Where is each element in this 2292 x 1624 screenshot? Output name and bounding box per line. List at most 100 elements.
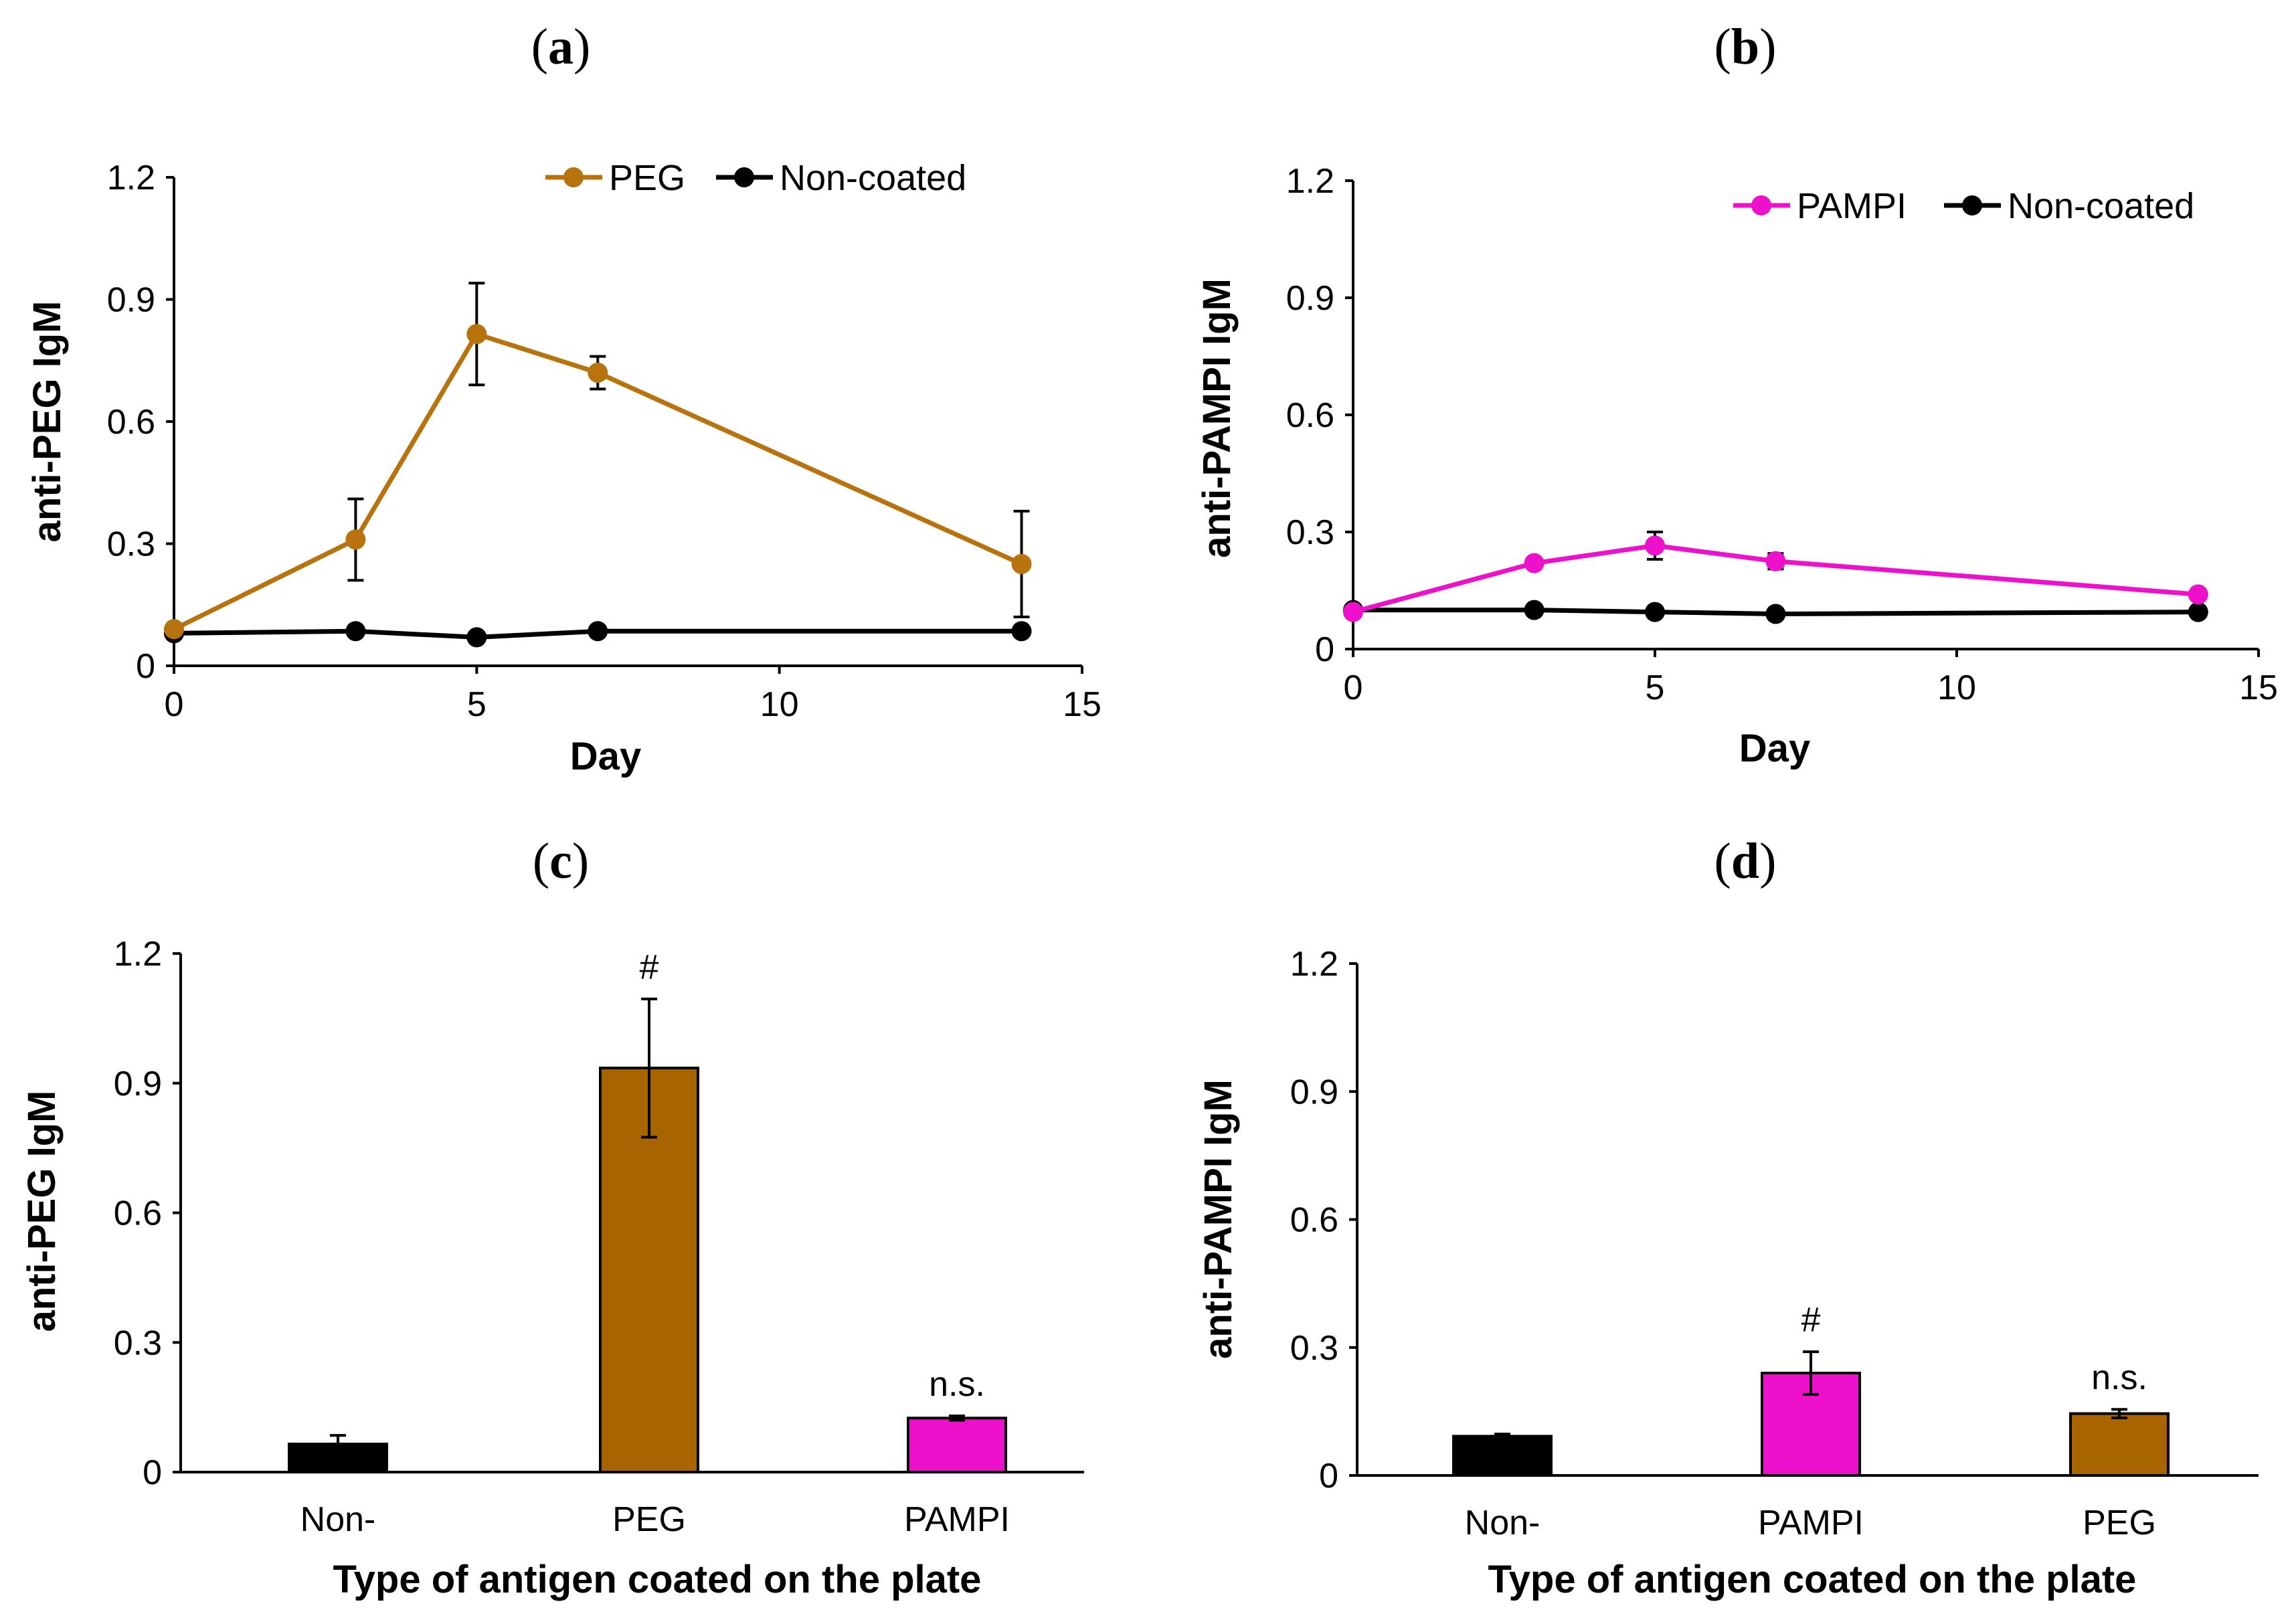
panel-b-pampi-point — [1645, 535, 1665, 556]
panel-a-ticks: 0 0.3 0.6 0.9 1.2 0 5 10 15 — [107, 159, 1101, 724]
panel-d-ytick-label: 1.2 — [1290, 945, 1338, 984]
panel-b-ticks: 0 0.3 0.6 0.9 1.2 0 5 10 15 — [1286, 162, 2278, 707]
panel-b: (b) 0 0.3 0.6 0.9 1.2 0 5 10 15 Day anti-PAMPI I… — [1195, 19, 2278, 770]
panel-a-peg-point — [164, 619, 184, 640]
panel-a-xtick-label: 5 — [467, 685, 487, 724]
panel-c-x-title: Type of antigen coated on the plate — [333, 1558, 982, 1601]
panel-a-non-coated-point — [1011, 621, 1032, 642]
panel-a-ytick-label: 0 — [136, 647, 155, 686]
panel-d-bar-peg — [2069, 1412, 2170, 1477]
panel-c: (c) 0 0.3 0.6 0.9 1.2 Non- PEG PAMPI # n.s. Type… — [20, 833, 1084, 1601]
panel-b-legend-pampi-label: PAMPI — [1797, 186, 1907, 226]
panel-d-bar-non — [1452, 1435, 1553, 1477]
panel-a-legend-peg-label: PEG — [609, 158, 685, 198]
panel-c-bar-peg-errorbar — [641, 997, 657, 1139]
panel-d-label: (d) — [1714, 833, 1777, 889]
panel-b-non-coated-point — [1645, 602, 1665, 622]
panel-d-category-label: Non- — [1465, 1504, 1540, 1542]
panel-d-bar-pampi-errorbar — [1803, 1350, 1819, 1396]
panel-a-xtick-label: 0 — [165, 685, 184, 724]
panel-d-y-title: anti-PAMPI IgM — [1197, 1079, 1240, 1359]
panel-d-ytick-label: 0.9 — [1290, 1073, 1338, 1111]
panel-a-y-title: anti-PEG IgM — [25, 301, 69, 543]
panel-c-bar-pampi-errorbar — [949, 1415, 965, 1422]
panel-a-ytick-label: 0.9 — [107, 281, 155, 320]
panel-a-peg-point — [345, 529, 366, 550]
panel-a-peg-point — [588, 363, 608, 383]
panel-d-bar-peg-errorbar — [2111, 1408, 2127, 1419]
panel-b-non-coated-point — [1524, 600, 1545, 620]
panel-d-ytick-label: 0 — [1319, 1457, 1338, 1496]
panel-b-xtick-label: 15 — [2239, 668, 2278, 707]
panel-c-ytick-label: 0 — [143, 1453, 162, 1492]
panel-d-category-label: PEG — [2083, 1504, 2156, 1542]
panel-d: (d) 0 0.3 0.6 0.9 1.2 Non- PAMPI PEG # n.s. Type… — [1197, 833, 2259, 1601]
panel-b-ytick-label: 0.9 — [1286, 279, 1334, 318]
panel-a-peg-point — [466, 324, 487, 345]
panel-b-pampi-point — [1343, 602, 1363, 622]
panel-b-legend: PAMPI Non-coated — [1733, 186, 2194, 226]
panel-d-bar-pampi-annotation: # — [1801, 1301, 1821, 1340]
panel-b-non-coated-point — [2188, 602, 2208, 622]
panel-a-ytick-label: 0.3 — [107, 525, 155, 564]
panel-d-bar-peg-annotation: n.s. — [2091, 1358, 2147, 1397]
panel-c-y-title: anti-PEG IgM — [20, 1091, 64, 1332]
panel-d-category-label: PAMPI — [1758, 1504, 1864, 1542]
panel-a-marks — [164, 282, 1032, 648]
panel-c-ytick-label: 0.9 — [114, 1065, 162, 1103]
panel-c-category-label: Non- — [300, 1500, 376, 1539]
panel-a-ytick-label: 1.2 — [107, 159, 155, 197]
panel-b-y-title: anti-PAMPI IgM — [1195, 278, 1239, 558]
panel-d-x-title: Type of antigen coated on the plate — [1488, 1558, 2137, 1601]
panel-b-pampi-point — [1765, 551, 1786, 571]
panel-c-bar-peg-annotation: # — [640, 948, 659, 987]
panel-c-ytick-label: 0.6 — [114, 1194, 162, 1233]
panel-a-non-coated-point — [588, 621, 608, 642]
panel-c-ytick-label: 0.3 — [114, 1324, 162, 1362]
panel-d-bar-non-errorbar — [1494, 1433, 1510, 1440]
panel-b-pampi-point — [1524, 553, 1545, 573]
panel-a-non-coated-point — [345, 621, 366, 642]
panel-a-legend-non-coated-label: Non-coated — [780, 158, 966, 198]
panel-a-label: (a) — [531, 19, 591, 75]
panel-c-bar-pampi — [907, 1417, 1007, 1473]
panel-a-legend-non-coated-marker — [734, 167, 754, 187]
panel-d-marks: # n.s. — [1452, 1301, 2170, 1477]
panel-a-peg-point — [1011, 553, 1032, 574]
panel-b-ytick-label: 0 — [1315, 630, 1334, 669]
panel-a-x-title: Day — [570, 735, 641, 778]
panel-a: (a) 0 0.3 0.6 0.9 1.2 0 5 10 15 Day anti-PEG IgM… — [25, 19, 1101, 778]
panel-c-marks: # n.s. — [288, 948, 1007, 1474]
panel-a-ytick-label: 0.6 — [107, 403, 155, 442]
panel-b-marks — [1343, 531, 2208, 624]
panel-c-bar-non-errorbar — [330, 1434, 346, 1454]
panel-d-ytick-label: 0.3 — [1290, 1329, 1338, 1368]
panel-b-xtick-label: 0 — [1344, 668, 1363, 707]
panel-b-label: (b) — [1714, 19, 1777, 75]
panel-c-bar-pampi-annotation: n.s. — [929, 1365, 985, 1404]
panel-b-ytick-label: 1.2 — [1286, 162, 1334, 201]
panel-a-legend: PEG Non-coated — [545, 158, 966, 198]
panel-c-label: (c) — [533, 833, 589, 889]
panel-b-legend-non-coated-marker — [1962, 195, 1982, 215]
panel-d-ticks: 0 0.3 0.6 0.9 1.2 Non- PAMPI PEG — [1290, 945, 2156, 1542]
panel-b-xtick-label: 5 — [1646, 668, 1665, 707]
panel-a-xtick-label: 15 — [1063, 685, 1101, 724]
panel-c-ticks: 0 0.3 0.6 0.9 1.2 Non- PEG PAMPI — [114, 935, 1010, 1539]
panel-b-xtick-label: 10 — [1937, 668, 1976, 707]
panel-a-non-coated-point — [466, 627, 487, 648]
panel-c-category-label: PEG — [612, 1500, 686, 1539]
panel-d-ytick-label: 0.6 — [1290, 1201, 1338, 1240]
panel-b-x-title: Day — [1739, 727, 1810, 770]
panel-b-non-coated-point — [1765, 604, 1786, 624]
panel-b-legend-pampi-marker — [1751, 195, 1771, 215]
panel-c-category-label: PAMPI — [904, 1500, 1010, 1539]
panel-b-legend-non-coated-label: Non-coated — [2008, 186, 2194, 226]
panel-a-xtick-label: 10 — [760, 685, 799, 724]
panel-b-ytick-label: 0.3 — [1286, 513, 1334, 552]
panel-a-legend-peg-marker — [563, 167, 584, 187]
panel-b-ytick-label: 0.6 — [1286, 396, 1334, 435]
panel-b-pampi-point — [2188, 584, 2208, 605]
panel-c-ytick-label: 1.2 — [114, 935, 162, 974]
